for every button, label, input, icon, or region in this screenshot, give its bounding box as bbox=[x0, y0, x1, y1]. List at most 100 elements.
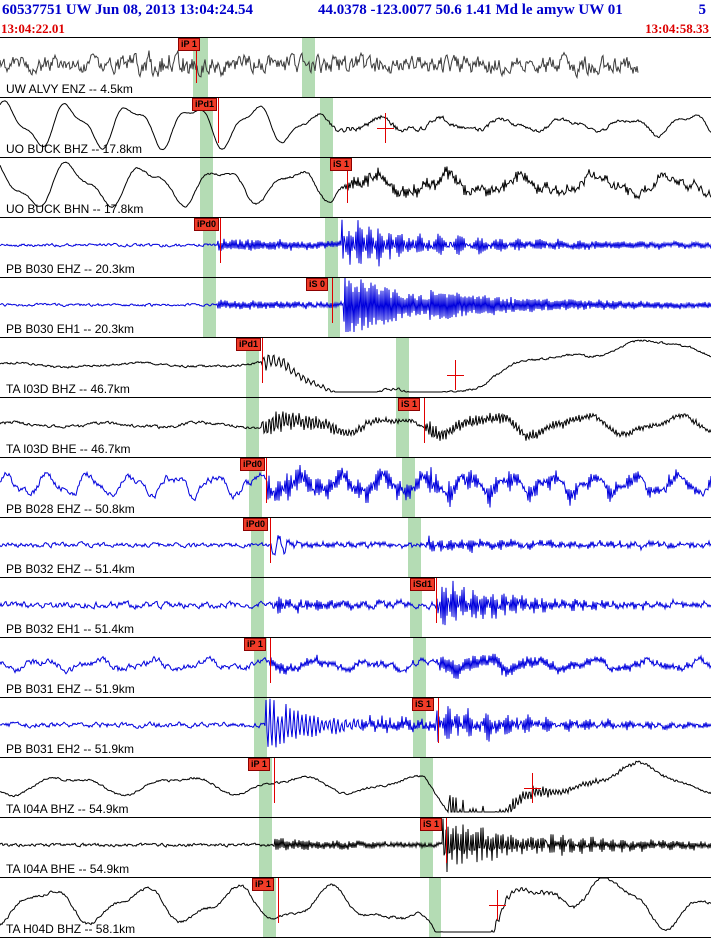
arrival-window-band bbox=[254, 698, 267, 757]
phase-pick-label[interactable]: iPd0 bbox=[243, 518, 269, 531]
seismogram-waveform[interactable] bbox=[0, 878, 711, 938]
phase-pick-line[interactable] bbox=[278, 878, 279, 923]
seismogram-waveform[interactable] bbox=[0, 338, 711, 398]
station-label: PB B031 EH2 -- 51.9km bbox=[6, 742, 135, 756]
phase-pick-line[interactable] bbox=[218, 98, 219, 143]
station-label: PB B030 EHZ -- 20.3km bbox=[6, 262, 135, 276]
trace-panel-11[interactable]: iS 1 PB B031 EH2 -- 51.9km bbox=[0, 698, 711, 758]
arrival-window-band bbox=[251, 518, 264, 577]
seismogram-waveform[interactable] bbox=[0, 758, 711, 818]
trace-panel-0[interactable]: iP 1 UW ALVY ENZ -- 4.5km bbox=[0, 38, 711, 98]
phase-pick-line[interactable] bbox=[196, 38, 197, 83]
trace-list: iP 1 UW ALVY ENZ -- 4.5km iPd1 UO BUCK BHZ … bbox=[0, 37, 711, 938]
phase-pick-line[interactable] bbox=[438, 698, 439, 743]
trace-panel-13[interactable]: iS 1 TA I04A BHE -- 54.9km bbox=[0, 818, 711, 878]
seismogram-waveform[interactable] bbox=[0, 578, 711, 638]
station-label: UO BUCK BHZ -- 17.8km bbox=[6, 142, 143, 156]
station-label: TA I04A BHE -- 54.9km bbox=[6, 862, 130, 876]
arrival-window-band bbox=[396, 398, 409, 457]
phase-pick-label[interactable]: iS 1 bbox=[420, 818, 443, 831]
phase-pick-line[interactable] bbox=[274, 758, 275, 803]
arrival-window-band bbox=[396, 338, 409, 397]
arrival-window-band bbox=[251, 578, 264, 637]
seismogram-waveform[interactable] bbox=[0, 218, 711, 278]
seismogram-waveform[interactable] bbox=[0, 698, 711, 758]
trace-panel-10[interactable]: iP 1 PB B031 EHZ -- 51.9km bbox=[0, 638, 711, 698]
trace-panel-9[interactable]: iSd1 PB B032 EH1 -- 51.4km bbox=[0, 578, 711, 638]
seismogram-waveform[interactable] bbox=[0, 458, 711, 518]
arrival-window-band bbox=[254, 638, 267, 697]
phase-pick-line[interactable] bbox=[436, 578, 437, 623]
seismogram-waveform[interactable] bbox=[0, 98, 711, 158]
station-label: PB B028 EHZ -- 50.8km bbox=[6, 502, 135, 516]
station-label: PB B031 EHZ -- 51.9km bbox=[6, 682, 135, 696]
arrival-window-band bbox=[203, 278, 216, 337]
arrival-window-band bbox=[263, 878, 276, 937]
phase-pick-label[interactable]: iS 1 bbox=[412, 698, 435, 711]
event-count-text: 5 bbox=[698, 2, 707, 18]
station-label: TA H04D BHZ -- 58.1km bbox=[6, 922, 136, 936]
time-range-bar: 13:04:22.01 13:04:58.33 bbox=[0, 21, 711, 37]
phase-pick-label[interactable]: iS 0 bbox=[306, 278, 329, 291]
station-label: PB B032 EH1 -- 51.4km bbox=[6, 622, 135, 636]
uncertainty-cross-marker bbox=[524, 788, 541, 789]
seismogram-waveform[interactable] bbox=[0, 818, 711, 878]
phase-pick-label[interactable]: iSd1 bbox=[410, 578, 436, 591]
window-end-time: 13:04:58.33 bbox=[645, 21, 709, 36]
uncertainty-cross-marker bbox=[447, 375, 464, 377]
uncertainty-cross-marker bbox=[489, 905, 506, 906]
phase-pick-line[interactable] bbox=[347, 158, 348, 203]
station-label: UW ALVY ENZ -- 4.5km bbox=[6, 82, 133, 96]
phase-pick-label[interactable]: iP 1 bbox=[252, 878, 274, 891]
phase-pick-line[interactable] bbox=[332, 278, 333, 323]
trace-panel-1[interactable]: iPd1 UO BUCK BHZ -- 17.8km bbox=[0, 98, 711, 158]
phase-pick-label[interactable]: iS 1 bbox=[398, 398, 421, 411]
station-label: TA I03D BHE -- 46.7km bbox=[6, 442, 131, 456]
station-label: TA I03D BHZ -- 46.7km bbox=[6, 382, 130, 396]
phase-pick-line[interactable] bbox=[262, 338, 263, 383]
arrival-window-band bbox=[325, 218, 338, 277]
trace-panel-3[interactable]: iPd0 PB B030 EHZ -- 20.3km bbox=[0, 218, 711, 278]
phase-pick-label[interactable]: iPd0 bbox=[240, 458, 266, 471]
seismogram-waveform[interactable] bbox=[0, 38, 711, 98]
trace-panel-5[interactable]: iPd1 TA I03D BHZ -- 46.7km bbox=[0, 338, 711, 398]
station-label: TA I04A BHZ -- 54.9km bbox=[6, 802, 129, 816]
phase-pick-line[interactable] bbox=[270, 518, 271, 563]
trace-panel-14[interactable]: iP 1 TA H04D BHZ -- 58.1km bbox=[0, 878, 711, 938]
phase-pick-label[interactable]: iPd0 bbox=[194, 218, 220, 231]
arrival-window-band bbox=[200, 158, 213, 217]
arrival-window-band bbox=[429, 878, 441, 937]
trace-panel-6[interactable]: iS 1 TA I03D BHE -- 46.7km bbox=[0, 398, 711, 458]
arrival-window-band bbox=[203, 218, 216, 277]
phase-pick-line[interactable] bbox=[266, 458, 267, 503]
arrival-window-band bbox=[413, 638, 426, 697]
seismogram-waveform[interactable] bbox=[0, 158, 711, 218]
trace-panel-4[interactable]: iS 0 PB B030 EH1 -- 20.3km bbox=[0, 278, 711, 338]
phase-pick-line[interactable] bbox=[446, 818, 447, 863]
arrival-window-band bbox=[320, 98, 333, 157]
trace-panel-7[interactable]: iPd0 PB B028 EHZ -- 50.8km bbox=[0, 458, 711, 518]
arrival-window-band bbox=[410, 578, 422, 637]
seismogram-waveform[interactable] bbox=[0, 278, 711, 338]
arrival-window-band bbox=[420, 758, 433, 817]
phase-pick-label[interactable]: iS 1 bbox=[330, 158, 353, 171]
window-start-time: 13:04:22.01 bbox=[1, 21, 65, 36]
trace-panel-2[interactable]: iS 1 UO BUCK BHN -- 17.8km bbox=[0, 158, 711, 218]
trace-panel-12[interactable]: iP 1 TA I04A BHZ -- 54.9km bbox=[0, 758, 711, 818]
station-label: UO BUCK BHN -- 17.8km bbox=[6, 202, 144, 216]
phase-pick-line[interactable] bbox=[270, 638, 271, 683]
seismogram-waveform[interactable] bbox=[0, 398, 711, 458]
phase-pick-label[interactable]: iPd1 bbox=[236, 338, 262, 351]
phase-pick-line[interactable] bbox=[220, 218, 221, 263]
arrival-window-band bbox=[420, 818, 433, 877]
phase-pick-label[interactable]: iP 1 bbox=[248, 758, 270, 771]
seismogram-waveform[interactable] bbox=[0, 638, 711, 698]
trace-panel-8[interactable]: iPd0 PB B032 EHZ -- 51.4km bbox=[0, 518, 711, 578]
seismogram-waveform[interactable] bbox=[0, 518, 711, 578]
arrival-window-band bbox=[200, 98, 213, 157]
phase-pick-label[interactable]: iP 1 bbox=[244, 638, 266, 651]
phase-pick-line[interactable] bbox=[424, 398, 425, 443]
phase-pick-label[interactable]: iP 1 bbox=[178, 38, 200, 51]
phase-pick-label[interactable]: iPd1 bbox=[192, 98, 218, 111]
